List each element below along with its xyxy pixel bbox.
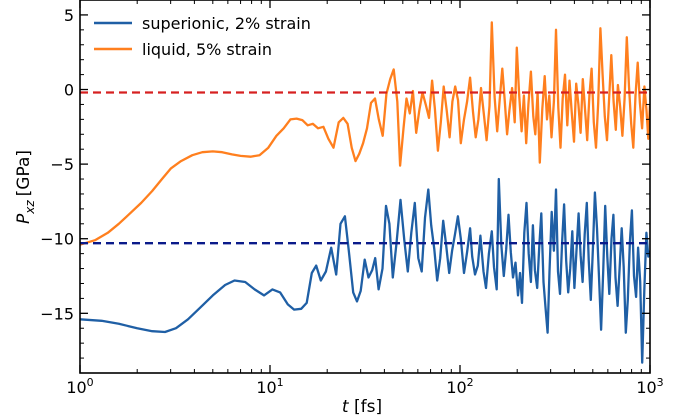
x-axis-label: t [fs] xyxy=(342,397,382,417)
x-tick-label: 103 xyxy=(636,376,663,397)
y-tick-label: 0 xyxy=(64,81,74,100)
legend: superionic, 2% strain liquid, 5% strain xyxy=(94,14,311,59)
legend-label-1: superionic, 2% strain xyxy=(142,14,311,33)
x-tick-label: 101 xyxy=(256,376,283,397)
series-lines xyxy=(80,21,650,364)
legend-label-2: liquid, 5% strain xyxy=(142,40,272,59)
x-tick-label: 102 xyxy=(446,376,473,397)
x-tick-label: 100 xyxy=(66,376,93,397)
series-line-2 xyxy=(80,21,650,246)
y-tick-label: −10 xyxy=(40,230,74,249)
y-tick-label: −5 xyxy=(50,155,74,174)
y-tick-label: −15 xyxy=(40,304,74,323)
y-tick-label: 5 xyxy=(64,6,74,25)
plot-frame xyxy=(79,0,651,374)
axis-ticks: 100 101 102 103 5 0 −5 −10 −15 xyxy=(40,0,664,397)
y-axis-label: Pxz[GPa] xyxy=(14,150,37,224)
mean-reference-lines xyxy=(80,91,650,245)
series-line-1 xyxy=(80,177,650,364)
